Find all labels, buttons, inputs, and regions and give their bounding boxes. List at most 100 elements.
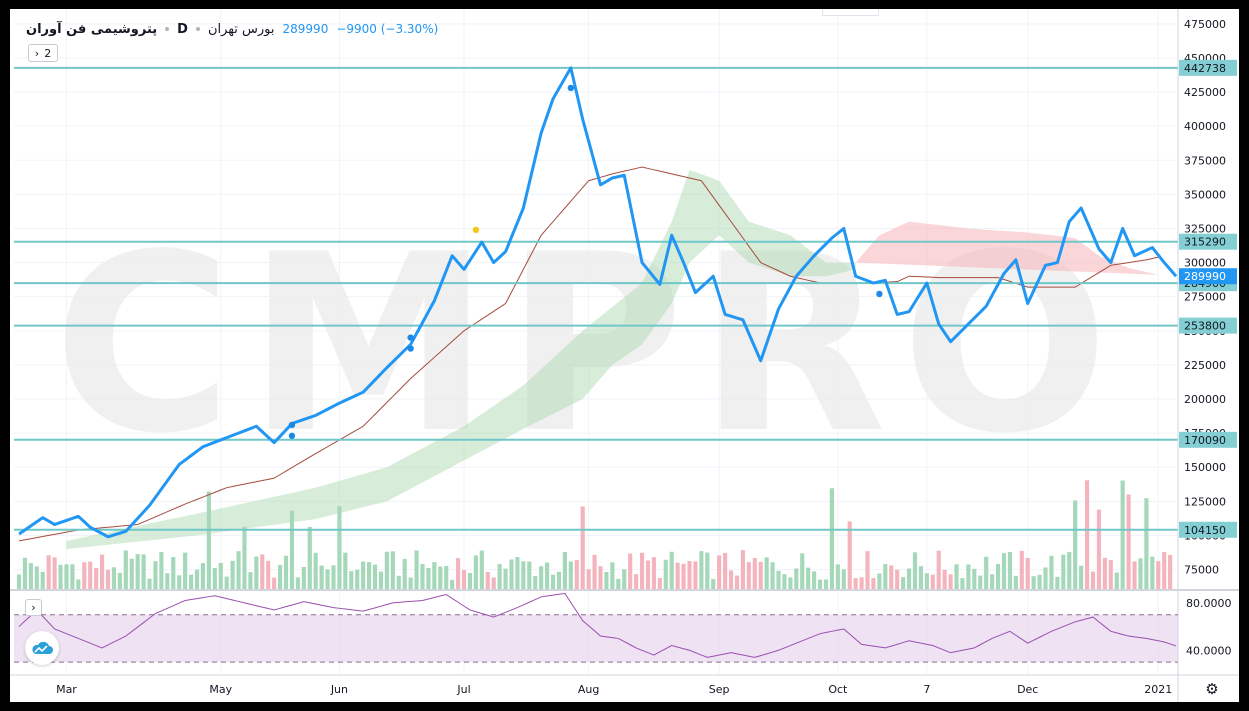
- level-tag-text: 442738: [1184, 62, 1226, 75]
- volume-bar: [1055, 576, 1060, 590]
- volume-bar: [847, 521, 852, 590]
- volume-bar: [568, 561, 573, 590]
- volume-bar: [159, 551, 164, 590]
- volume-bar: [426, 568, 431, 590]
- volume-bar: [153, 561, 158, 590]
- volume-bar: [230, 560, 235, 590]
- volume-bar: [1007, 552, 1013, 590]
- volume-bar: [76, 579, 81, 590]
- volume-bar: [58, 564, 63, 590]
- gear-icon[interactable]: ⚙: [1205, 680, 1219, 698]
- exchange-label: بورس تهران: [207, 21, 275, 37]
- indicator-count: 2: [44, 46, 52, 60]
- volume-bar: [218, 562, 223, 590]
- volume-bars: [16, 480, 1173, 590]
- last-price-bg: [1179, 268, 1237, 285]
- volume-bar: [539, 566, 544, 590]
- volume-bar: [34, 566, 39, 590]
- volume-bar: [942, 569, 947, 590]
- volume-bar: [283, 555, 289, 590]
- volume-bar: [699, 551, 704, 590]
- volume-bar: [40, 571, 45, 590]
- volume-bar: [1156, 561, 1161, 590]
- volume-bar: [236, 551, 241, 590]
- volume-bar: [800, 553, 805, 590]
- volume-bar: [1120, 480, 1125, 590]
- volume-bar: [806, 567, 811, 590]
- volume-bar: [307, 526, 312, 590]
- volume-bar: [171, 557, 176, 590]
- y-tick-label: 200000: [1184, 393, 1226, 406]
- volume-bar: [990, 574, 995, 590]
- volume-bar: [574, 560, 579, 590]
- rsi-collapse-button[interactable]: ›: [25, 599, 42, 616]
- volume-bar: [147, 578, 152, 590]
- volume-bar: [1126, 494, 1131, 590]
- top-tab[interactable]: [822, 9, 879, 16]
- volume-bar: [94, 567, 99, 590]
- volume-bar: [823, 579, 829, 590]
- volume-bar: [313, 552, 318, 590]
- volume-bar: [355, 569, 360, 590]
- level-tag-text: 170090: [1184, 434, 1226, 447]
- last-price-tag: 289990: [1179, 268, 1237, 285]
- volume-bar: [272, 577, 277, 590]
- x-tick-label: Jun: [330, 683, 348, 696]
- volume-bar: [485, 571, 490, 590]
- volume-bar: [717, 555, 722, 590]
- cloud-logo-icon[interactable]: [25, 631, 59, 665]
- volume-bar: [123, 550, 128, 590]
- volume-bar: [491, 577, 496, 590]
- volume-bar: [1138, 558, 1143, 590]
- volume-bar: [1162, 551, 1167, 590]
- x-tick-label: 2021: [1144, 683, 1172, 696]
- volume-bar: [936, 550, 941, 590]
- volume-bar: [1114, 572, 1119, 590]
- volume-bar: [948, 574, 953, 590]
- x-tick-label: May: [209, 683, 232, 696]
- signal-dot: [407, 345, 414, 352]
- volume-bar: [479, 550, 484, 590]
- volume-bar: [343, 552, 348, 590]
- volume-bar: [675, 562, 680, 590]
- volume-bar: [954, 564, 959, 590]
- volume-bar: [349, 571, 354, 590]
- volume-bar: [52, 557, 57, 590]
- x-tick-label: Jul: [456, 683, 470, 696]
- volume-bar: [28, 563, 33, 590]
- volume-bar: [984, 556, 989, 590]
- volume-bar: [657, 577, 662, 590]
- price-chart[interactable]: CMPRO47500045000042500040000037500035000…: [10, 9, 1239, 702]
- volume-bar: [1102, 557, 1107, 590]
- volume-bar: [728, 570, 734, 590]
- volume-bar: [461, 570, 467, 590]
- volume-bar: [1049, 555, 1054, 590]
- rsi-tick-label: 80.0000: [1186, 597, 1232, 610]
- volume-bar: [645, 560, 651, 590]
- volume-bar: [242, 526, 247, 590]
- volume-bar: [628, 553, 633, 590]
- symbol-name[interactable]: پتروشیمی فن آوران: [26, 21, 158, 37]
- volume-bar: [865, 551, 870, 590]
- volume-bar: [580, 506, 585, 590]
- x-tick-label: Dec: [1017, 683, 1038, 696]
- volume-bar: [960, 578, 965, 590]
- volume-bar: [515, 557, 520, 590]
- volume-bar: [378, 571, 384, 590]
- volume-bar: [776, 570, 781, 590]
- interval-label[interactable]: D: [177, 21, 188, 37]
- volume-bar: [117, 572, 122, 590]
- volume-bar: [438, 566, 443, 590]
- volume-bar: [141, 554, 146, 590]
- level-price-tag: 104150: [1179, 521, 1237, 538]
- volume-bar: [912, 552, 918, 590]
- volume-bar: [105, 569, 111, 590]
- volume-bar: [901, 577, 906, 590]
- volume-bar: [497, 564, 502, 590]
- volume-bar: [610, 562, 615, 590]
- volume-bar: [1031, 576, 1036, 590]
- volume-bar: [598, 566, 603, 590]
- volume-bar: [545, 562, 550, 590]
- volume-bar: [260, 554, 265, 590]
- collapse-indicators-button[interactable]: › 2: [28, 44, 58, 62]
